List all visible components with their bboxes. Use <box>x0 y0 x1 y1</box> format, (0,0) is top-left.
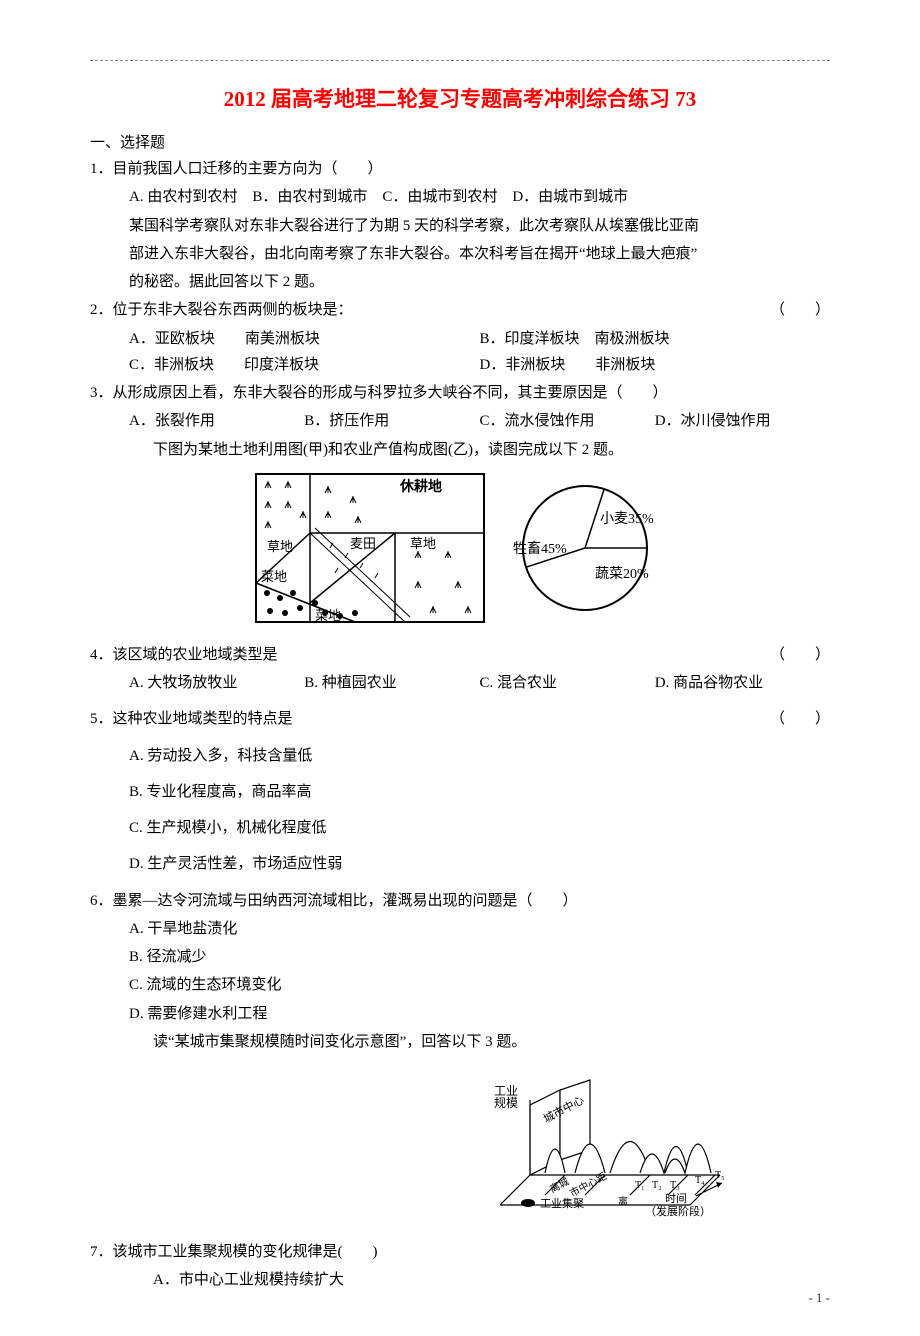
figure1-wrap: 休耕地 草地 麦田 草地 菜地 菜地 牲畜45% 小麦35% 蔬菜20% <box>90 473 830 628</box>
fig2-t3: T₃ <box>670 1180 680 1191</box>
q4-stem: 4．该区域的农业地域类型是 （ ） <box>90 642 830 668</box>
q2-opts-row2: C．非洲板块 印度洋板块 D．非洲板块 非洲板块 <box>90 352 830 378</box>
q2-blank: （ ） <box>803 297 830 323</box>
q3-stem: 3．从形成原因上看，东非大裂谷的形成与科罗拉多大峡谷不同，其主要原因是（ ） <box>90 380 830 406</box>
fig2-t4: T₄ <box>695 1175 705 1186</box>
q2-stem: 2．位于东非大裂谷东西两侧的板块是： （ ） <box>90 297 830 323</box>
top-dash-rule <box>90 60 830 61</box>
q3-optC: C．流水侵蚀作用 <box>480 408 655 434</box>
q5-optD: D. 生产灵活性差，市场适应性弱 <box>90 851 830 877</box>
fig2-time: 时间 <box>665 1192 687 1205</box>
fig2-yaxis: 工业规模 <box>494 1084 518 1110</box>
q4-blank: （ ） <box>803 642 830 668</box>
q2-stem-text: 2．位于东非大裂谷东西两侧的板块是： <box>90 302 353 318</box>
svg-text:市中心距: 市中心距 <box>567 1169 608 1199</box>
passage2: 下图为某地土地利用图(甲)和农业产值构成图(乙)，读图完成以下 2 题。 <box>90 437 830 463</box>
q7-optA: A．市中心工业规模持续扩大 <box>90 1267 830 1293</box>
q2-optD: D．非洲板块 非洲板块 <box>480 352 831 378</box>
q6-optD: D. 需要修建水利工程 <box>90 1001 830 1027</box>
q5-stem: 5．这种农业地域类型的特点是 （ ） <box>90 706 830 732</box>
q5-optA: A. 劳动投入多，科技含量低 <box>90 743 830 769</box>
q5-blank: （ ） <box>803 706 830 732</box>
passage3: 读“某城市集聚规模随时间变化示意图”，回答以下 3 题。 <box>90 1029 830 1055</box>
passage1-line2: 部进入东非大裂谷，由北向南考察了东非大裂谷。本次科考旨在揭开“地球上最大疤痕” <box>90 241 830 267</box>
fig2-t1: T₁ <box>635 1180 645 1191</box>
svg-text:离: 离 <box>618 1195 628 1208</box>
landuse-label-veg1: 菜地 <box>261 569 287 584</box>
svg-text:蔬菜20%: 蔬菜20% <box>595 566 649 582</box>
fig2-stage: （发展阶段） <box>645 1204 711 1218</box>
q6-optB: B. 径流减少 <box>90 944 830 970</box>
q5-stem-text: 5．这种农业地域类型的特点是 <box>90 711 293 727</box>
q3-optD: D．冰川侵蚀作用 <box>655 408 830 434</box>
svg-text:小麦35%: 小麦35% <box>600 511 654 527</box>
page-number: - 1 - <box>808 1290 830 1306</box>
q4-optA: A. 大牧场放牧业 <box>129 670 304 696</box>
passage1-line1: 某国科学考察队对东非大裂谷进行了为期 5 天的科学考察，此次考察队从埃塞俄比亚南 <box>90 213 830 239</box>
fig2-t2: T₂ <box>652 1180 662 1191</box>
landuse-label-veg2: 菜地 <box>315 608 341 623</box>
fig2-legend: 工业集聚 <box>540 1196 584 1210</box>
q6-stem: 6．墨累—达令河流域与田纳西河流域相比，灌溉易出现的问题是（ ） <box>90 888 830 914</box>
svg-text:牲畜45%: 牲畜45% <box>513 541 567 557</box>
q4-optD: D. 商品谷物农业 <box>655 670 830 696</box>
q5-optB: B. 专业化程度高，商品率高 <box>90 779 830 805</box>
fig2-t5: T₅ <box>715 1170 725 1181</box>
passage1-line3: 的秘密。据此回答以下 2 题。 <box>90 269 830 295</box>
q1-options: A. 由农村到农村 B．由农村到城市 C．由城市到农村 D．由城市到城市 <box>90 184 830 210</box>
q1-stem: 1．目前我国人口迁移的主要方向为（ ） <box>90 156 830 182</box>
q2-opts-row1: A．亚欧板块 南美洲板块 B．印度洋板块 南极洲板块 <box>90 326 830 352</box>
q2-optA: A．亚欧板块 南美洲板块 <box>129 326 480 352</box>
landuse-label-grass1: 草地 <box>267 539 293 554</box>
q6-optC: C. 流域的生态环境变化 <box>90 972 830 998</box>
q3-optA: A．张裂作用 <box>129 408 304 434</box>
q7-stem: 7．该城市工业集聚规模的变化规律是( ) <box>90 1239 830 1265</box>
q3-optB: B．挤压作用 <box>304 408 479 434</box>
landuse-label-grass2: 草地 <box>410 536 436 551</box>
q2-optB: B．印度洋板块 南极洲板块 <box>480 326 831 352</box>
q6-optA: A. 干旱地盐渍化 <box>90 916 830 942</box>
q4-stem-text: 4．该区域的农业地域类型是 <box>90 647 278 663</box>
q4-opts-row: A. 大牧场放牧业 B. 种植园农业 C. 混合农业 D. 商品谷物农业 <box>90 670 830 696</box>
q5-optC: C. 生产规模小，机械化程度低 <box>90 815 830 841</box>
q2-optC: C．非洲板块 印度洋板块 <box>129 352 480 378</box>
figure2-wrap: 工业集聚 工业规模 城市中心 离城 市中心距 离 T₁ T₂ T₃ T₄ T₅ … <box>90 1065 830 1225</box>
landuse-label-fallow: 休耕地 <box>399 478 442 495</box>
landuse-map: 休耕地 草地 麦田 草地 菜地 菜地 <box>255 473 485 623</box>
page-title: 2012 届高考地理二轮复习专题高考冲刺综合练习 73 <box>90 83 830 113</box>
q3-opts-row: A．张裂作用 B．挤压作用 C．流水侵蚀作用 D．冰川侵蚀作用 <box>90 408 830 434</box>
q4-optC: C. 混合农业 <box>480 670 655 696</box>
city-agglomeration-diagram: 工业集聚 工业规模 城市中心 离城 市中心距 离 T₁ T₂ T₃ T₄ T₅ … <box>490 1065 750 1220</box>
section-heading: 一、选择题 <box>90 131 830 152</box>
pie-chart: 牲畜45% 小麦35% 蔬菜20% <box>505 473 665 623</box>
landuse-label-wheat: 麦田 <box>350 536 376 551</box>
q4-optB: B. 种植园农业 <box>304 670 479 696</box>
svg-text:离城: 离城 <box>547 1175 571 1196</box>
